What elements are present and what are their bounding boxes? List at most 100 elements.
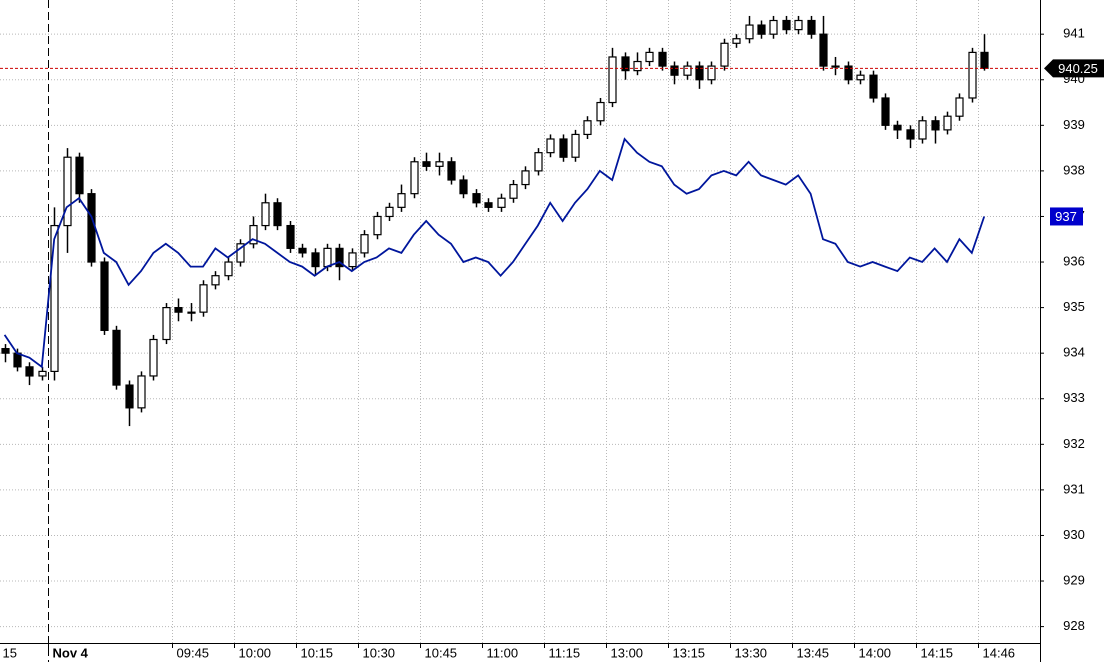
candle-body (732, 38, 741, 44)
candle-body (187, 311, 196, 314)
x-tick-label: 10:30 (363, 645, 396, 660)
x-tick-label: 11:15 (549, 645, 581, 660)
candle-body (75, 156, 84, 195)
candle-body (534, 152, 543, 172)
candle-body (670, 65, 679, 76)
x-tick-label: 14:46 (983, 645, 1016, 660)
candle-body (546, 138, 555, 154)
candle-body (249, 224, 258, 245)
candle-body (856, 74, 865, 81)
candle-body (831, 65, 840, 68)
y-tick-label: 934 (1063, 345, 1085, 360)
y-tick-label: 928 (1063, 618, 1085, 633)
candle-body (782, 19, 791, 31)
candle-body (484, 202, 493, 208)
y-tick-label: 938 (1063, 162, 1085, 177)
y-tick-label: 936 (1063, 253, 1085, 268)
candle-body (298, 247, 307, 254)
candle-body (323, 247, 332, 268)
y-tick-label: 941 (1063, 26, 1085, 41)
value-tag (1050, 207, 1083, 226)
candle-body (137, 375, 146, 409)
candle-body (819, 33, 828, 67)
candle-body (893, 124, 902, 131)
x-tick-label: 10:00 (239, 645, 272, 660)
candle-body (63, 156, 72, 227)
candle-body (87, 193, 96, 263)
candle-body (794, 19, 803, 31)
tags: 940.25 937 (1044, 59, 1104, 226)
candle-body (38, 370, 47, 377)
price-tag (1044, 59, 1104, 78)
x-tick-label: 13:00 (611, 645, 644, 660)
price-tag-label: 940.25 (1058, 61, 1098, 76)
x-tick-label: 14:00 (859, 645, 892, 660)
candle-body (236, 243, 245, 263)
candle-body (807, 19, 816, 35)
candle-body (571, 133, 580, 158)
candle-body (410, 161, 419, 195)
candle-body (968, 51, 977, 99)
x-tick-label: 13:15 (673, 645, 706, 660)
candle-body (509, 183, 518, 199)
candle-body (695, 65, 704, 81)
candle-body (881, 97, 890, 126)
x-tick-label: 15 (3, 645, 17, 660)
candle-body (745, 24, 754, 40)
x-tick-label: 10:45 (425, 645, 458, 660)
candle-body (645, 51, 654, 63)
y-tick-label: 935 (1063, 299, 1085, 314)
candle-body (50, 224, 59, 372)
x-tick-label: Nov 4 (53, 645, 89, 660)
candle-body (472, 193, 481, 204)
candle-body (621, 56, 630, 72)
candle-body (335, 247, 344, 268)
candle-body (162, 307, 171, 341)
candle-body (1, 348, 10, 354)
candle-body (658, 51, 667, 67)
candle-body (943, 115, 952, 131)
axes: 9289299309319329339349359369379389399409… (3, 26, 1085, 661)
candle-body (397, 193, 406, 208)
candle-body (149, 338, 158, 377)
x-tick-label: 09:45 (177, 645, 210, 660)
candle-body (559, 138, 568, 158)
candle-body (980, 51, 989, 69)
candle-body (125, 384, 134, 409)
candle-body (955, 97, 964, 117)
y-tick-label: 933 (1063, 390, 1085, 405)
y-tick-label: 931 (1063, 481, 1085, 496)
candle-body (608, 56, 617, 104)
candle-body (211, 275, 220, 286)
plot (0, 15, 1040, 427)
candle-body (906, 129, 915, 140)
candle-body (112, 329, 121, 386)
y-tick-label: 939 (1063, 117, 1085, 132)
candle-body (311, 252, 320, 268)
candle-body (174, 307, 183, 313)
candle-body (918, 120, 927, 140)
candle-body (683, 65, 692, 76)
candle-body (360, 234, 369, 254)
y-tick-label: 929 (1063, 572, 1085, 587)
candle-body (385, 206, 394, 218)
candle-body (757, 24, 766, 35)
candle-body (707, 65, 716, 81)
candle-body (633, 60, 642, 72)
candle-body (521, 170, 530, 186)
candle-body (25, 366, 34, 377)
y-tick-label: 930 (1063, 527, 1085, 542)
candle-body (583, 120, 592, 136)
x-tick-label: 14:15 (921, 645, 954, 660)
candle-body (348, 252, 357, 268)
candle-body (422, 161, 431, 167)
candle-body (769, 19, 778, 35)
x-tick-label: 13:45 (797, 645, 830, 660)
x-tick-label: 10:15 (301, 645, 334, 660)
candle-body (224, 261, 233, 277)
y-tick-label: 932 (1063, 436, 1085, 451)
candle-body (100, 261, 109, 331)
x-tick-label: 13:30 (735, 645, 768, 660)
